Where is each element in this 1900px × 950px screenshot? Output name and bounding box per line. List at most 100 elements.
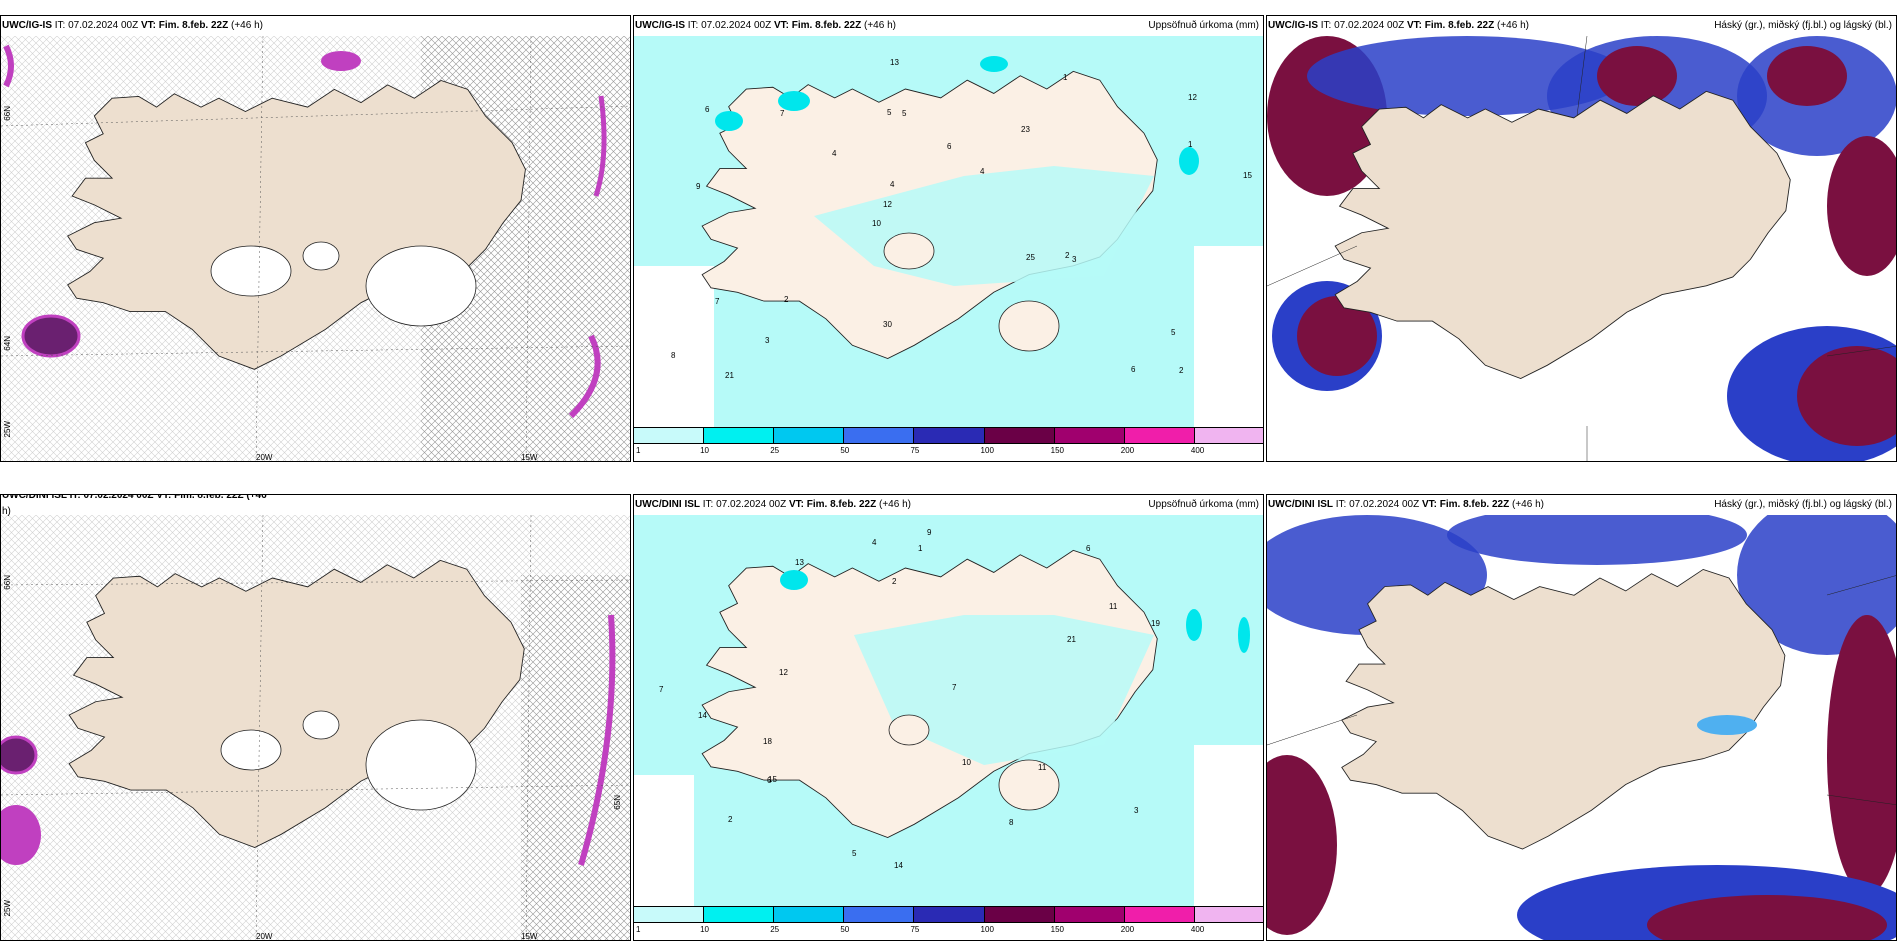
precip-value-label: 25 [1026, 253, 1035, 262]
precip-value-label: 12 [1188, 93, 1197, 102]
precip-value-label: 30 [883, 320, 892, 329]
lat-label-66n: 66N [3, 106, 12, 121]
precip-value-label: 10 [962, 758, 971, 767]
panel-header-text: UWC/DINI ISL IT: 07.02.2024 00Z VT: Fim.… [2, 494, 267, 501]
precip-value-label: 18 [763, 737, 772, 746]
panel-precip-igis: UWC/IG-IS IT: 07.02.2024 00Z VT: Fim. 8.… [633, 15, 1264, 462]
it-value: 07.02.2024 00Z [716, 499, 787, 510]
cloud-map [1267, 515, 1896, 940]
precip-value-label: 23 [1021, 125, 1030, 134]
precip-value-label: 3 [1134, 806, 1139, 815]
precip-value-label: 5 [852, 849, 857, 858]
precip-value-label: 5 [1171, 328, 1176, 337]
it-label: IT: [54, 20, 66, 31]
precip-value-label: 21 [1067, 635, 1076, 644]
panel-wind-igis: UWC/IG-IS IT: 07.02.2024 00Z VT: Fim. 8.… [0, 15, 631, 462]
model-name: UWC/IG-IS [2, 20, 52, 31]
panel-wind-dini: UWC/DINI ISL IT: 07.02.2024 00Z VT: Fim.… [0, 494, 631, 941]
precip-value-label: 1 [1063, 73, 1068, 82]
precip-value-label: 13 [795, 558, 804, 567]
lead-time: (+46 h) [864, 20, 896, 31]
colorbar-swatch [1194, 907, 1263, 923]
colorbar-swatch [704, 428, 775, 444]
precip-value-label: 4 [832, 149, 837, 158]
colorbar-swatch [914, 428, 985, 444]
colorbar-swatch [914, 907, 985, 923]
colorbar-tick: 150 [1050, 925, 1065, 934]
colorbar-tick: 200 [1120, 925, 1135, 934]
wind-map [1, 36, 630, 461]
it-label: IT: [702, 499, 714, 510]
precip-value-label: 4 [980, 167, 985, 176]
colorbar-tick: 1 [636, 446, 641, 455]
field-title: Háský (gr.), miðský (fj.bl.) og lágský (… [1714, 20, 1892, 31]
panel-header: UWC/DINI ISL IT: 07.02.2024 00Z VT: Fim.… [2, 494, 628, 517]
lead-time: (+46 h) [231, 20, 263, 31]
precip-value-label: 11 [1038, 763, 1047, 772]
it-value: 07.02.2024 00Z [701, 20, 772, 31]
field-title: Uppsöfnuð úrkoma (mm) [1148, 499, 1259, 510]
vt-label: VT: [1406, 20, 1422, 31]
model-name: UWC/IG-IS [1268, 20, 1318, 31]
precip-value-label: 15 [768, 775, 777, 784]
colorbar-swatch [1054, 907, 1125, 923]
lat-label-66n: 66N [3, 575, 12, 590]
field-title: Háský (gr.), miðský (fj.bl.) og lágský (… [1714, 499, 1892, 510]
vt-label: VT: [773, 20, 789, 31]
precip-value-label: 1 [1188, 140, 1193, 149]
lon-label-15w: 15W [521, 453, 538, 462]
precip-value-label: 1 [918, 544, 923, 553]
precip-value-label: 7 [780, 109, 785, 118]
lead-time: (+46 h) [1512, 499, 1544, 510]
precip-value-label: 12 [779, 668, 788, 677]
vt-label: VT: [788, 499, 804, 510]
colorbar-swatch [844, 907, 915, 923]
vt-label: VT: [1421, 499, 1437, 510]
colorbar-swatch [984, 428, 1055, 444]
precip-value-label: 5 [902, 109, 907, 118]
precip-value-label: 3 [1072, 255, 1077, 264]
colorbar-swatch [1194, 428, 1263, 444]
it-label: IT: [1320, 20, 1332, 31]
colorbar-swatch [1054, 428, 1125, 444]
colorbar-tick: 50 [840, 446, 850, 455]
model-name: UWC/DINI ISL [635, 499, 700, 510]
precip-value-label: 11 [1109, 602, 1118, 611]
lon-label-20w: 20W [256, 453, 273, 462]
colorbar-tick: 1 [636, 925, 641, 934]
colorbar-swatch [1124, 907, 1195, 923]
panel-clouds-dini: UWC/DINI ISL IT: 07.02.2024 00Z VT: Fim.… [1266, 494, 1897, 941]
colorbar: 1 10 25 50 75 100 150 200 400 [634, 427, 1263, 461]
colorbar-swatch [774, 907, 845, 923]
precip-value-label: 2 [784, 295, 789, 304]
precip-value-label: 14 [698, 711, 707, 720]
it-value: 07.02.2024 00Z [1334, 20, 1405, 31]
colorbar-tick: 100 [980, 446, 994, 455]
colorbar: 1 10 25 50 75 100 150 200 400 [634, 906, 1263, 940]
precip-value-label: 8 [671, 351, 676, 360]
model-name: UWC/IG-IS [635, 20, 685, 31]
precip-value-label: 14 [894, 861, 903, 870]
vt-value: Fim. 8.feb. 22Z [1424, 20, 1495, 31]
colorbar-swatch [634, 907, 705, 923]
colorbar-swatch [704, 907, 775, 923]
lead-time: (+46 h) [879, 499, 911, 510]
precip-value-label: 6 [767, 776, 772, 785]
it-label: IT: [1335, 499, 1347, 510]
vt-value: Fim. 8.feb. 22Z [791, 20, 862, 31]
panel-header: UWC/DINI ISL IT: 07.02.2024 00Z VT: Fim.… [1268, 496, 1894, 514]
precip-value-label: 4 [890, 180, 895, 189]
precip-value-label: 5 [887, 108, 892, 117]
precip-value-label: 7 [952, 683, 957, 692]
colorbar-tick: 25 [770, 446, 780, 455]
panel-header: UWC/DINI ISL IT: 07.02.2024 00Z VT: Fim.… [635, 496, 1261, 514]
precip-value-label: 8 [1009, 818, 1014, 827]
precip-value-label: 7 [715, 297, 720, 306]
precip-value-label: 6 [1131, 365, 1136, 374]
lon-label-15w: 15W [521, 932, 538, 941]
precip-value-label: 15 [1243, 171, 1252, 180]
model-name: UWC/DINI ISL [1268, 499, 1333, 510]
colorbar-swatch [634, 428, 705, 444]
colorbar-tick: 75 [910, 925, 920, 934]
